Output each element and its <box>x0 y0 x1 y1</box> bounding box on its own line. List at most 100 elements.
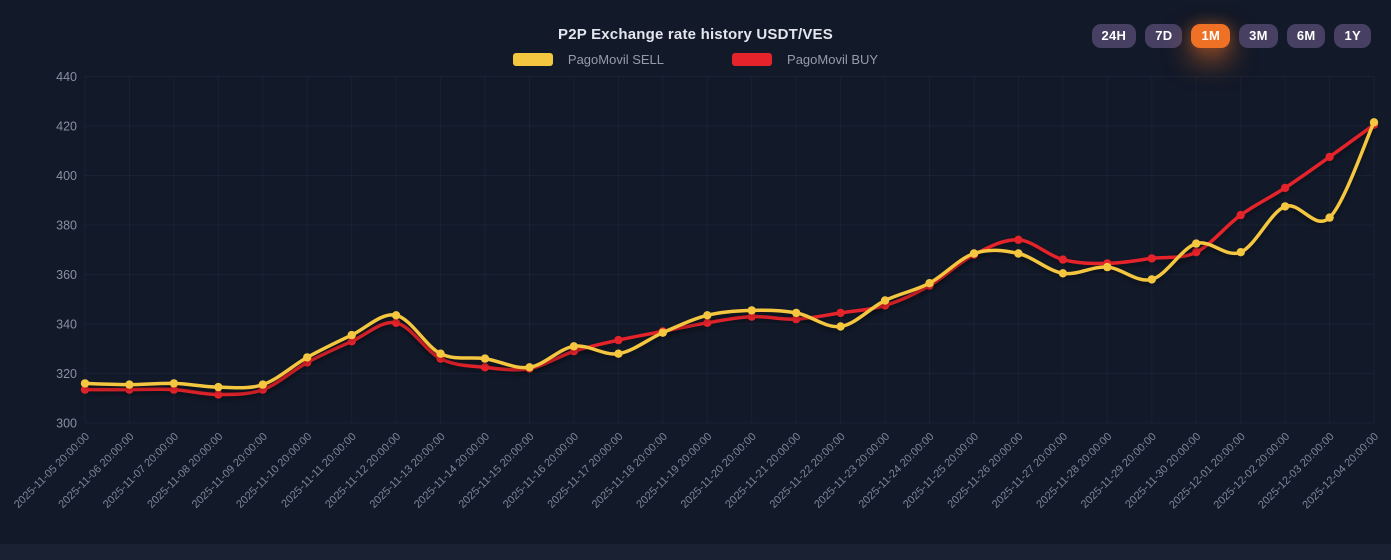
x-axis-tick-label: 2025-11-06 20:00:00 <box>56 431 136 511</box>
y-axis-tick-label: 380 <box>56 219 77 233</box>
y-axis-tick-label: 340 <box>56 318 77 332</box>
chart-legend: PagoMovil SELL PagoMovil BUY <box>0 52 1391 67</box>
data-point-sell <box>525 363 534 372</box>
legend-item-sell[interactable]: PagoMovil SELL <box>512 52 665 67</box>
y-axis-tick-label: 360 <box>56 268 77 282</box>
x-axis-tick-label: 2025-11-10 20:00:00 <box>234 431 314 511</box>
data-point-buy <box>792 314 801 324</box>
series-line-buy <box>83 123 1376 397</box>
data-point-sell <box>1236 248 1245 257</box>
data-point-buy <box>1192 248 1201 257</box>
time-range-buttons: 24H 7D 1M 3M 6M 1Y <box>1091 24 1371 48</box>
data-point-buy <box>169 385 179 394</box>
data-point-buy <box>480 363 490 372</box>
data-point-buy <box>1280 183 1290 193</box>
data-point-sell <box>1103 262 1112 272</box>
data-point-sell <box>792 308 801 318</box>
data-point-sell <box>1058 269 1068 278</box>
data-point-sell <box>703 311 712 320</box>
data-point-buy <box>614 335 623 345</box>
data-point-sell <box>391 311 401 320</box>
data-point-sell <box>1369 118 1379 127</box>
data-point-sell <box>1325 213 1334 222</box>
data-point-sell <box>836 322 845 331</box>
legend-swatch-sell-icon <box>512 53 553 66</box>
data-point-sell <box>125 380 134 389</box>
x-axis-tick-label: 2025-11-21 20:00:00 <box>723 431 803 511</box>
legend-item-buy[interactable]: PagoMovil BUY <box>732 52 878 67</box>
data-point-sell <box>969 249 979 258</box>
chart-title: P2P Exchange rate history USDT/VES <box>558 26 833 43</box>
x-axis-tick-label: 2025-11-17 20:00:00 <box>545 431 625 511</box>
x-axis-tick-label: 2025-12-01 20:00:00 <box>1167 431 1248 512</box>
x-axis-tick-label: 2025-11-16 20:00:00 <box>501 431 581 511</box>
data-point-buy <box>214 390 223 399</box>
data-point-buy <box>1325 152 1334 162</box>
data-point-buy <box>1236 210 1245 220</box>
y-axis-tick-label: 400 <box>56 169 77 183</box>
y-axis-tick-label: 320 <box>56 367 77 381</box>
data-point-buy <box>1014 235 1023 244</box>
range-button-24h[interactable]: 24H <box>1091 24 1137 48</box>
data-point-sell <box>347 330 356 340</box>
range-button-6m[interactable]: 6M <box>1286 24 1326 48</box>
data-point-buy <box>836 308 845 318</box>
data-point-sell <box>569 342 579 351</box>
x-axis-tick-label: 2025-11-22 20:00:00 <box>768 431 848 511</box>
x-axis-tick-label: 2025-11-27 20:00:00 <box>990 431 1070 511</box>
x-axis-tick-label: 2025-11-15 20:00:00 <box>456 431 536 511</box>
data-point-sell <box>658 328 667 337</box>
x-axis-tick-label: 2025-12-03 20:00:00 <box>1256 431 1337 512</box>
x-axis-tick-label: 2025-11-14 20:00:00 <box>412 431 492 511</box>
x-axis-tick-label: 2025-11-23 20:00:00 <box>812 431 892 511</box>
y-axis-tick-label: 420 <box>56 120 77 134</box>
x-axis-tick-label: 2025-11-25 20:00:00 <box>901 431 981 511</box>
data-point-sell <box>480 354 490 363</box>
range-button-1m[interactable]: 1M <box>1191 24 1231 48</box>
x-axis-tick-label: 2025-11-12 20:00:00 <box>323 431 403 511</box>
data-point-sell <box>436 349 445 358</box>
data-point-buy <box>391 318 401 327</box>
data-point-buy <box>347 337 356 346</box>
x-axis-tick-label: 2025-11-28 20:00:00 <box>1034 431 1114 511</box>
range-button-7d[interactable]: 7D <box>1145 24 1183 48</box>
x-axis-tick-label: 2025-12-04 20:00:00 <box>1300 431 1381 512</box>
x-axis-tick-label: 2025-11-13 20:00:00 <box>368 431 448 511</box>
x-axis-tick-label: 2025-11-20 20:00:00 <box>679 431 759 511</box>
data-point-sell <box>1192 239 1201 248</box>
data-point-sell <box>80 379 90 388</box>
data-point-sell <box>1280 202 1290 211</box>
data-point-buy <box>703 318 712 327</box>
x-axis-tick-label: 2025-11-05 20:00:00 <box>12 431 92 511</box>
data-point-sell <box>169 379 179 388</box>
x-axis-tick-label: 2025-11-19 20:00:00 <box>634 431 714 511</box>
y-axis-tick-label: 300 <box>56 417 77 431</box>
data-point-buy <box>747 312 756 321</box>
y-axis-tick-label: 440 <box>56 70 77 84</box>
data-point-sell <box>214 382 223 392</box>
x-axis-tick-label: 2025-11-09 20:00:00 <box>190 431 270 511</box>
data-point-sell <box>880 296 890 305</box>
range-button-1y[interactable]: 1Y <box>1334 24 1371 48</box>
x-axis-tick-label: 2025-11-11 20:00:00 <box>279 431 359 511</box>
data-point-buy <box>1147 254 1157 263</box>
series-line-sell <box>83 120 1376 390</box>
data-point-sell <box>303 353 312 362</box>
data-point-sell <box>925 279 934 288</box>
x-axis-tick-label: 2025-11-24 20:00:00 <box>856 431 936 511</box>
x-axis-tick-label: 2025-11-07 20:00:00 <box>101 431 181 511</box>
page-background-strip <box>0 544 1391 560</box>
data-point-sell <box>1014 249 1023 258</box>
legend-label-buy: PagoMovil BUY <box>787 52 879 67</box>
x-axis-tick-label: 2025-11-29 20:00:00 <box>1079 431 1159 511</box>
legend-label-sell: PagoMovil SELL <box>567 52 665 67</box>
data-point-buy <box>80 385 90 394</box>
range-button-3m[interactable]: 3M <box>1239 24 1278 48</box>
data-point-sell <box>1147 275 1157 284</box>
x-axis-tick-label: 2025-11-30 20:00:00 <box>1123 431 1203 511</box>
x-axis-tick-label: 2025-12-02 20:00:00 <box>1212 431 1293 512</box>
data-point-buy <box>1058 255 1068 264</box>
x-axis-tick-label: 2025-11-08 20:00:00 <box>145 431 225 511</box>
